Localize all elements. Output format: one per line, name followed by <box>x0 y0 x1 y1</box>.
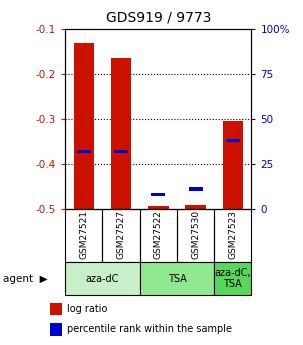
Bar <box>74 43 94 209</box>
Bar <box>140 262 214 295</box>
Bar <box>50 323 62 336</box>
Bar <box>188 187 203 191</box>
Bar <box>65 262 140 295</box>
Bar <box>148 206 168 209</box>
Bar <box>102 209 140 262</box>
Bar <box>214 262 251 295</box>
Bar <box>114 149 128 153</box>
Text: percentile rank within the sample: percentile rank within the sample <box>67 325 232 334</box>
Bar <box>65 209 102 262</box>
Bar <box>140 209 177 262</box>
Bar <box>50 303 62 315</box>
Text: GDS919 / 9773: GDS919 / 9773 <box>106 10 211 24</box>
Text: log ratio: log ratio <box>67 304 108 314</box>
Text: GSM27530: GSM27530 <box>191 210 200 259</box>
Text: GSM27521: GSM27521 <box>79 210 88 259</box>
Text: GSM27523: GSM27523 <box>228 210 237 259</box>
Text: GSM27522: GSM27522 <box>154 210 163 259</box>
Bar <box>185 205 206 209</box>
Text: agent  ▶: agent ▶ <box>3 274 48 284</box>
Text: GSM27527: GSM27527 <box>117 210 125 259</box>
Text: TSA: TSA <box>168 274 186 284</box>
Bar <box>214 209 251 262</box>
Bar <box>226 139 240 142</box>
Bar <box>111 59 131 209</box>
Bar <box>223 121 243 209</box>
Bar <box>77 149 91 153</box>
Text: aza-dC,
TSA: aza-dC, TSA <box>215 268 251 289</box>
Text: aza-dC: aza-dC <box>86 274 119 284</box>
Bar <box>151 193 165 196</box>
Bar <box>177 209 214 262</box>
